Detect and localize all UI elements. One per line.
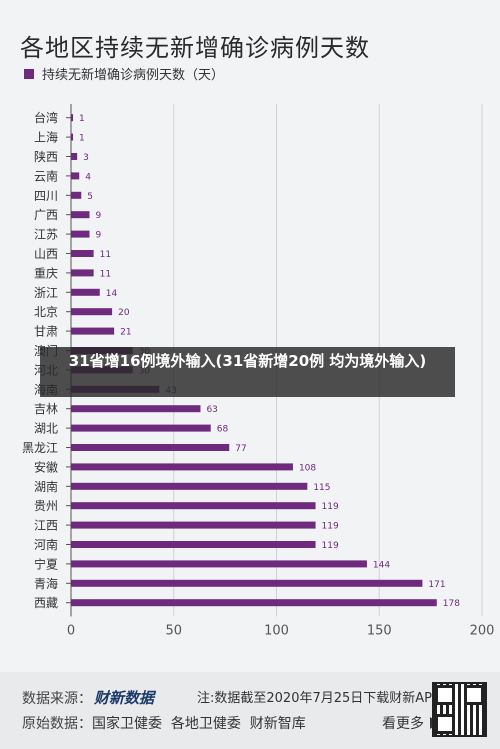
data-label: 119 bbox=[322, 541, 339, 551]
data-label: 171 bbox=[428, 580, 445, 590]
legend-label: 持续无新增确诊病例天数（天） bbox=[42, 68, 225, 83]
data-label: 9 bbox=[95, 231, 101, 241]
bar bbox=[71, 579, 423, 587]
qr-code-icon bbox=[432, 682, 487, 737]
bar bbox=[71, 114, 74, 122]
bar bbox=[71, 560, 367, 568]
bar bbox=[71, 308, 113, 316]
bar bbox=[71, 405, 201, 413]
bar bbox=[71, 211, 90, 219]
bar bbox=[71, 599, 437, 607]
category-label: 宁夏 bbox=[34, 556, 58, 571]
category-label: 山西 bbox=[34, 247, 58, 261]
data-label: 178 bbox=[443, 599, 460, 609]
category-label: 甘肃 bbox=[34, 325, 58, 339]
bar-chart: 0 50 100 150 200 台湾 1 上海 1 陕西 3 云南 4 四川 5 广西 9 江苏 9 山西 11 重庆 1… bbox=[22, 104, 495, 638]
data-label: 9 bbox=[95, 211, 101, 221]
chart-legend: 持续无新增确诊病例天数（天） bbox=[24, 64, 224, 83]
data-label: 63 bbox=[206, 405, 217, 415]
data-label: 77 bbox=[235, 444, 246, 454]
bar bbox=[71, 502, 316, 510]
data-label: 119 bbox=[322, 502, 339, 512]
bar bbox=[71, 444, 230, 451]
bar bbox=[71, 133, 74, 141]
category-label: 吉林 bbox=[34, 402, 58, 416]
bar bbox=[71, 327, 115, 335]
category-label: 河南 bbox=[34, 537, 58, 552]
data-label: 3 bbox=[83, 153, 89, 163]
category-label: 江苏 bbox=[34, 228, 58, 242]
data-label: 4 bbox=[85, 172, 91, 182]
bar bbox=[71, 172, 80, 180]
more-label: 看更多 bbox=[382, 716, 424, 732]
x-tick-label: 100 bbox=[264, 623, 289, 638]
more-link[interactable]: 看更多 bbox=[382, 713, 439, 733]
source-brand-logo: 财新数据 bbox=[94, 689, 155, 707]
data-label: 20 bbox=[118, 308, 130, 318]
data-label: 108 bbox=[299, 463, 316, 473]
data-label: 144 bbox=[373, 560, 390, 570]
footer bbox=[0, 672, 500, 749]
category-label: 台湾 bbox=[34, 110, 58, 125]
footer-note: 注:数据截至2020年7月25日下载财新APP bbox=[197, 691, 440, 706]
category-label: 陕西 bbox=[34, 149, 58, 164]
category-label: 安徽 bbox=[34, 459, 58, 474]
data-label: 115 bbox=[313, 483, 330, 493]
category-label: 青海 bbox=[34, 576, 58, 591]
chart-title: 各地区持续无新增确诊病例天数 bbox=[20, 34, 370, 62]
bar bbox=[71, 288, 100, 296]
data-label: 14 bbox=[106, 289, 118, 299]
bar bbox=[71, 482, 308, 490]
category-label: 湖南 bbox=[34, 479, 58, 494]
category-label: 黑龙江 bbox=[22, 441, 58, 455]
category-label: 湖北 bbox=[34, 421, 58, 436]
x-tick-label: 150 bbox=[367, 623, 392, 638]
category-label: 广西 bbox=[34, 208, 58, 222]
data-label: 11 bbox=[100, 250, 111, 260]
x-tick-label: 200 bbox=[470, 623, 495, 638]
bar bbox=[71, 424, 211, 432]
bar bbox=[71, 191, 82, 199]
data-label: 11 bbox=[100, 269, 111, 279]
category-label: 浙江 bbox=[34, 286, 58, 300]
bar bbox=[71, 230, 90, 238]
source-label: 数据来源： bbox=[22, 690, 92, 707]
data-label: 1 bbox=[79, 134, 85, 144]
bar bbox=[71, 250, 94, 257]
data-label: 119 bbox=[322, 522, 339, 532]
category-label: 江西 bbox=[34, 519, 58, 533]
footer-source: 数据来源： 财新数据 bbox=[22, 687, 154, 708]
data-label: 68 bbox=[217, 425, 229, 435]
bar bbox=[71, 463, 293, 471]
category-label: 四川 bbox=[34, 189, 58, 203]
data-label: 5 bbox=[87, 192, 93, 202]
legend-swatch bbox=[24, 68, 34, 79]
x-tick-label: 50 bbox=[165, 623, 182, 638]
data-label: 21 bbox=[120, 328, 131, 338]
category-label: 北京 bbox=[34, 305, 58, 319]
bar bbox=[71, 521, 316, 529]
footer-original: 原始数据： 国家卫健委 各地卫健委 财新智库 bbox=[22, 713, 306, 733]
category-label: 重庆 bbox=[34, 266, 58, 280]
original-sources: 国家卫健委 各地卫健委 财新智库 bbox=[92, 716, 306, 732]
bar bbox=[71, 153, 78, 160]
news-caption: 31省增16例境外输入(31省新增20例 均为境外输入) bbox=[40, 347, 455, 397]
data-label: 1 bbox=[79, 114, 85, 124]
bar bbox=[71, 269, 94, 277]
bar bbox=[71, 541, 316, 548]
original-label: 原始数据： bbox=[22, 716, 92, 732]
category-label: 贵州 bbox=[34, 499, 58, 513]
category-label: 云南 bbox=[34, 168, 58, 183]
x-tick-label: 0 bbox=[67, 623, 75, 638]
category-label: 西藏 bbox=[34, 596, 58, 610]
category-label: 上海 bbox=[34, 130, 58, 145]
